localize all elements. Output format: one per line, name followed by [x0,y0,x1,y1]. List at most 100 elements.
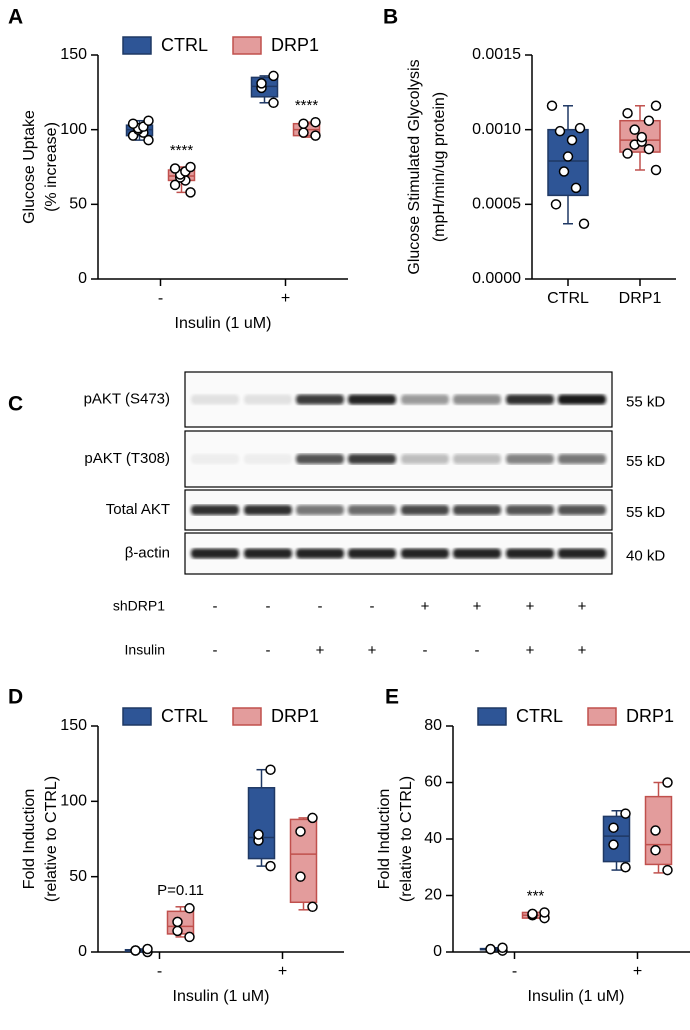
condition-sign: + [578,598,587,615]
panel-letter: E [385,686,399,709]
blot-band [191,454,239,464]
row-label: pAKT (S473) [84,390,170,407]
data-point [550,199,562,210]
blot-band [244,505,292,515]
blot-band [401,454,449,464]
x-tick-label: + [278,963,287,980]
data-point [566,134,578,146]
data-point [143,134,154,146]
blot-band [244,454,292,464]
condition-label: Insulin [125,642,165,658]
blot-band [453,548,501,559]
data-point [298,118,309,129]
x-tick-label: CTRL [547,290,589,307]
data-point [253,829,264,840]
blot-band [244,548,292,559]
row-label: Total AKT [106,501,170,518]
condition-sign: - [213,642,218,659]
condition-sign: - [423,642,428,659]
data-point [184,931,195,943]
data-point [650,845,661,856]
data-point [185,187,196,198]
y-axis-label: (relative to CTRL) [43,776,60,902]
x-axis-label: Insulin (1 uM) [528,988,625,1005]
blot-band [348,394,396,405]
y-tick-label: 150 [60,46,87,63]
size-label: 55 kD [626,393,665,410]
data-point [574,122,586,134]
annotation: P=0.11 [157,882,204,899]
data-point [650,164,662,176]
blot-band [191,505,239,515]
annotation: *** [527,887,545,904]
y-tick-label: 0.0015 [472,46,521,63]
blot-band [348,505,396,515]
data-point [539,907,550,918]
y-tick-label: 50 [69,868,87,885]
legend-swatch [122,707,152,726]
data-point [307,812,318,824]
y-tick-label: 0 [78,270,87,287]
data-point [546,100,558,112]
x-tick-label: - [158,290,163,307]
blot-band [453,394,501,405]
box [602,815,631,863]
condition-label: shDRP1 [113,598,165,614]
legend-label: CTRL [516,706,563,726]
y-tick-label: 0.0010 [472,121,521,138]
x-tick-label: - [512,963,517,980]
data-point [497,942,508,954]
y-axis-label: Glucose Stimulated Glycolysis [406,59,423,274]
y-axis-label: Fold Induction [376,789,393,890]
data-point [256,78,267,89]
data-point [172,916,183,928]
panel-letter: B [383,6,398,29]
y-tick-label: 100 [60,121,87,138]
y-tick-label: 0.0005 [472,196,521,213]
condition-sign: - [266,642,271,659]
y-tick-label: 50 [69,196,87,213]
condition-sign: - [213,598,218,615]
blot-band [506,394,554,405]
blot-band [296,548,344,559]
condition-sign: - [318,598,323,615]
condition-sign: - [266,598,271,615]
data-point [130,945,141,956]
data-point [650,825,661,836]
blot-band [401,505,449,515]
blot-band [558,454,606,464]
data-point [578,218,590,229]
panel-letter: D [8,686,23,709]
data-point [620,862,631,873]
data-point [295,826,306,837]
data-point [643,143,655,155]
legend-swatch [122,36,152,55]
data-point [650,100,662,112]
legend-swatch [587,707,617,726]
data-point [268,97,279,109]
legend-label: CTRL [161,706,208,726]
condition-sign: + [526,642,535,659]
y-tick-label: 40 [424,830,442,847]
data-point [184,903,195,914]
annotation: **** [170,142,194,159]
legend-label: DRP1 [271,35,319,55]
x-tick-label: DRP1 [619,290,662,307]
blot-band [191,548,239,559]
blot-band [558,505,606,515]
blot-band [506,505,554,515]
size-label: 55 kD [626,504,665,521]
blot-band [558,394,606,405]
data-point [636,131,648,143]
x-axis-label: Insulin (1 uM) [173,988,270,1005]
blot-band [506,454,554,464]
legend-swatch [232,36,262,55]
blot-band [453,454,501,464]
condition-sign: + [368,642,377,659]
condition-sign: + [421,598,430,615]
legend-swatch [232,707,262,726]
blot-band [401,548,449,559]
condition-sign: + [578,642,587,659]
y-tick-label: 100 [60,793,87,810]
data-point [185,161,196,173]
